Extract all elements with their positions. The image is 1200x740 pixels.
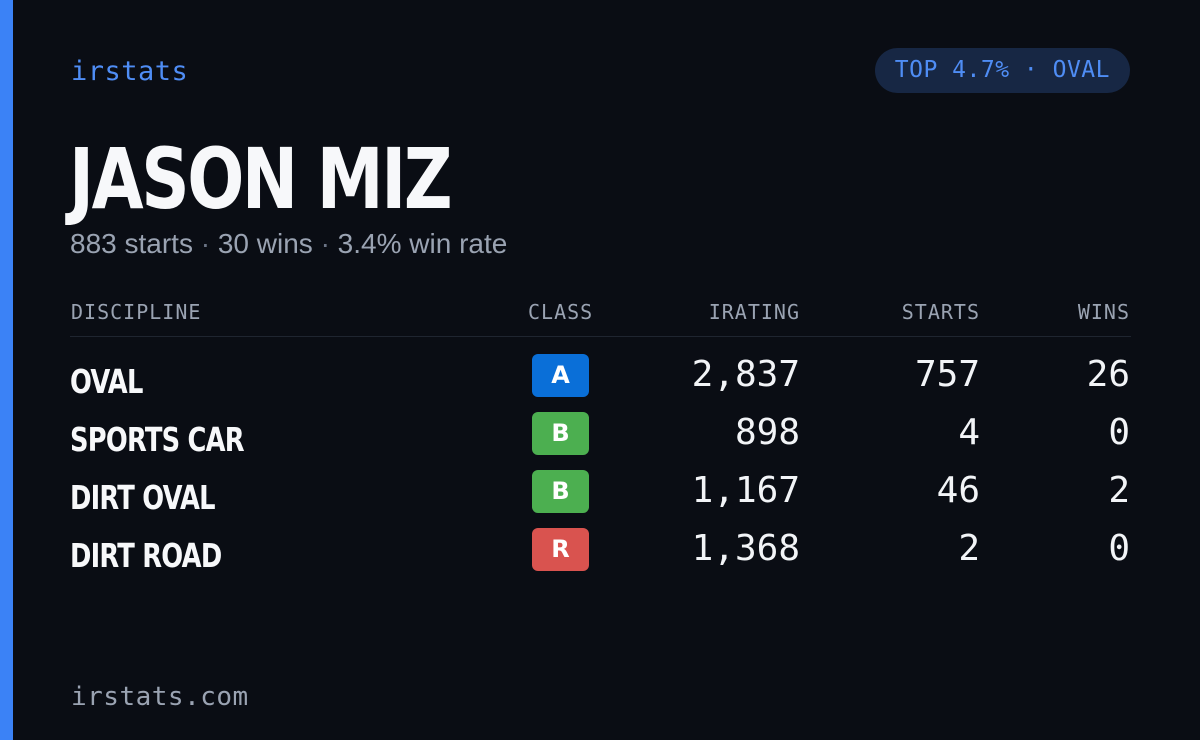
- accent-bar: [0, 0, 13, 740]
- license-class-badge: A: [532, 354, 589, 397]
- table-header: DISCIPLINE CLASS IRATING STARTS WINS: [70, 300, 1131, 337]
- footer-domain-link[interactable]: irstats.com: [71, 682, 249, 712]
- irating-value: 1,167: [691, 470, 800, 511]
- starts-value: 2: [958, 528, 980, 569]
- brand-logo: irstats: [71, 56, 189, 87]
- table-row: DIRT OVAL B 1,167 46 2: [70, 468, 1131, 526]
- driver-summary: 883 starts · 30 wins · 3.4% win rate: [70, 228, 507, 260]
- wins-summary: 30 wins: [217, 228, 313, 259]
- discipline-name: OVAL: [70, 362, 143, 401]
- irating-value: 2,837: [691, 354, 800, 395]
- rank-badge: TOP 4.7% · OVAL: [874, 48, 1130, 93]
- starts-value: 4: [958, 412, 980, 453]
- license-class-badge: B: [532, 412, 589, 455]
- discipline-name: DIRT ROAD: [70, 536, 222, 575]
- summary-separator: ·: [200, 228, 211, 259]
- table-row: DIRT ROAD R 1,368 2 0: [70, 526, 1131, 584]
- header-starts: STARTS: [901, 300, 980, 324]
- wins-value: 2: [1108, 470, 1130, 511]
- table-row: OVAL A 2,837 757 26: [70, 352, 1131, 410]
- table-row: SPORTS CAR B 898 4 0: [70, 410, 1131, 468]
- header-class: CLASS: [528, 300, 594, 324]
- summary-separator: ·: [320, 228, 330, 259]
- win-rate-summary: 3.4% win rate: [337, 228, 508, 259]
- starts-summary: 883 starts: [70, 228, 193, 259]
- discipline-name: DIRT OVAL: [70, 478, 216, 517]
- irating-value: 898: [734, 412, 800, 453]
- driver-name: JASON MIZ: [69, 130, 453, 228]
- starts-value: 46: [936, 470, 980, 511]
- header-wins: WINS: [1077, 300, 1130, 324]
- discipline-name: SPORTS CAR: [70, 420, 245, 459]
- starts-value: 757: [914, 354, 980, 395]
- license-class-badge: R: [532, 528, 589, 571]
- header-discipline: DISCIPLINE: [71, 300, 202, 324]
- wins-value: 0: [1108, 528, 1130, 569]
- wins-value: 0: [1108, 412, 1130, 453]
- license-class-badge: B: [532, 470, 589, 513]
- discipline-table: OVAL A 2,837 757 26 SPORTS CAR B 898 4 0…: [70, 352, 1131, 584]
- irating-value: 1,368: [691, 528, 800, 569]
- wins-value: 26: [1086, 354, 1130, 395]
- header-irating: IRATING: [708, 300, 800, 324]
